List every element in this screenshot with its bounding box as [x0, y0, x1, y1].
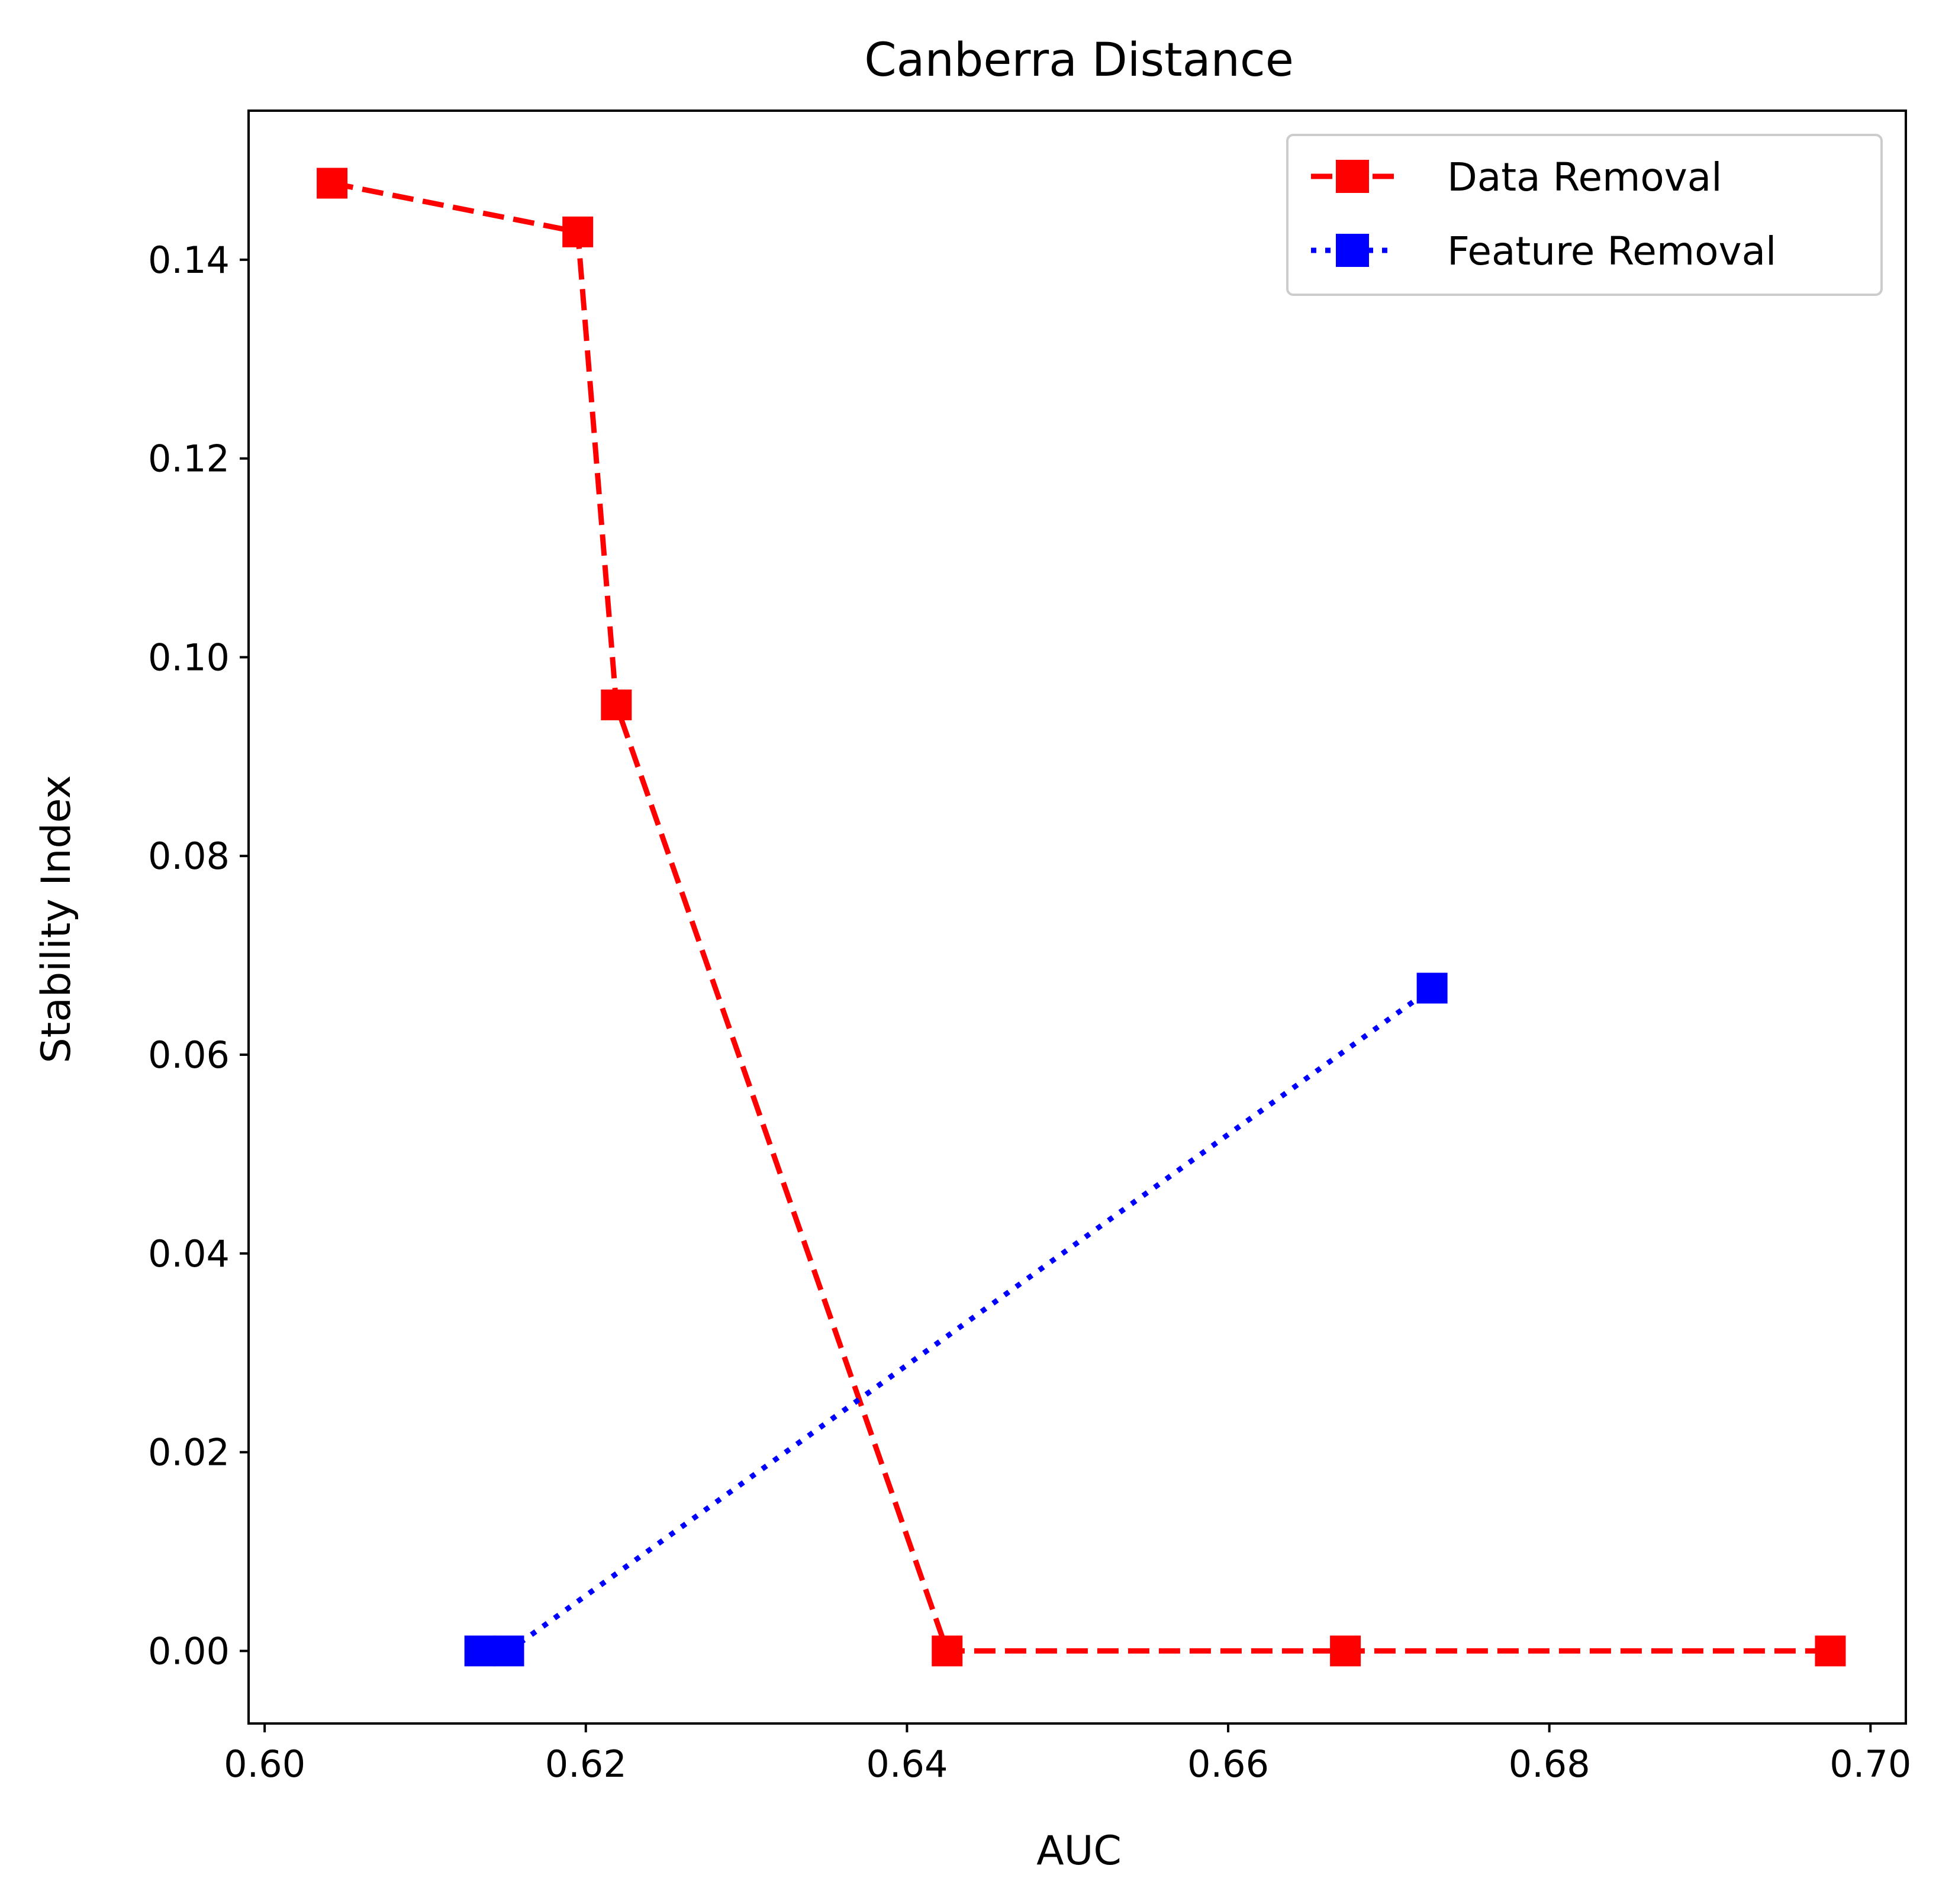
data-point-feature-removal: [1417, 973, 1448, 1004]
y-tick-label: 0.10: [148, 636, 230, 679]
legend-marker-feature-removal: [1336, 234, 1369, 267]
legend-label-feature-removal: Feature Removal: [1447, 228, 1776, 274]
data-point-data-removal: [1815, 1635, 1845, 1666]
data-point-feature-removal: [465, 1635, 495, 1666]
data-point-data-removal: [932, 1635, 962, 1666]
data-point-data-removal: [317, 168, 347, 199]
x-tick-label: 0.64: [866, 1742, 948, 1786]
y-tick-label: 0.14: [148, 239, 230, 282]
y-tick-label: 0.08: [148, 835, 230, 878]
legend-marker-data-removal: [1336, 160, 1369, 193]
data-point-data-removal: [1330, 1635, 1361, 1666]
data-point-feature-removal: [494, 1635, 524, 1666]
x-tick-label: 0.60: [224, 1742, 305, 1786]
x-tick-label: 0.70: [1829, 1742, 1911, 1786]
y-tick-label: 0.06: [148, 1033, 230, 1077]
x-axis-label: AUC: [1036, 1828, 1122, 1874]
x-tick-label: 0.66: [1187, 1742, 1269, 1786]
legend-label-data-removal: Data Removal: [1447, 154, 1722, 200]
x-tick-label: 0.68: [1509, 1742, 1590, 1786]
x-tick-label: 0.62: [545, 1742, 627, 1786]
data-point-data-removal: [562, 217, 593, 247]
y-tick-label: 0.02: [148, 1431, 230, 1474]
legend: Data Removal Feature Removal: [1287, 135, 1882, 295]
y-tick-label: 0.00: [148, 1629, 230, 1673]
data-point-data-removal: [601, 690, 632, 720]
y-tick-label: 0.04: [148, 1232, 230, 1275]
y-tick-label: 0.12: [148, 437, 230, 481]
chart-title: Canberra Distance: [864, 34, 1294, 87]
y-axis-label: Stability Index: [33, 775, 80, 1063]
